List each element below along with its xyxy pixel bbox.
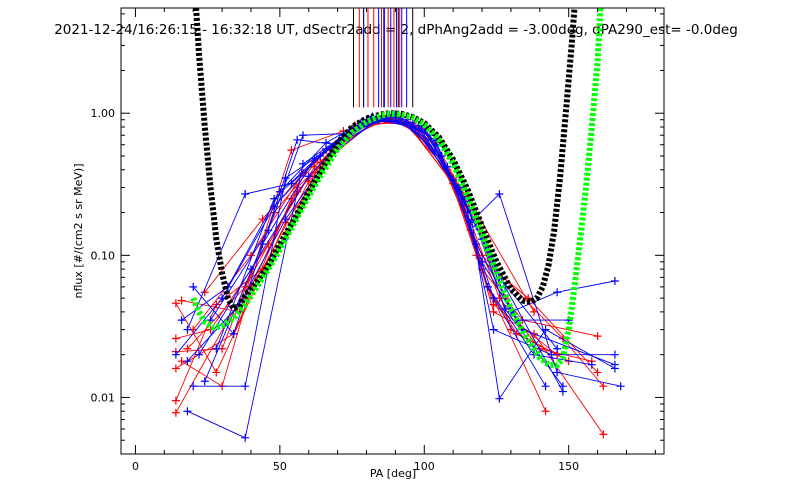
red-data-point — [593, 332, 602, 341]
red-data-point — [171, 396, 180, 405]
red-data-point — [541, 407, 550, 416]
blue-data-point — [183, 357, 192, 366]
blue-data-point — [558, 387, 567, 396]
chart-title: 2021-12-24/16:26:15 - 16:32:18 UT, dSect… — [54, 22, 738, 38]
x-tick-label: 50 — [273, 460, 287, 473]
x-tick-label: 0 — [132, 460, 139, 473]
blue-data-point — [489, 294, 498, 303]
blue-data-point — [189, 382, 198, 391]
red-data-point — [171, 408, 180, 417]
red-data-point — [599, 430, 608, 439]
blue-data-point — [241, 382, 250, 391]
blue-data-point — [483, 282, 492, 291]
red-data-point — [489, 307, 498, 316]
red-data-point — [183, 344, 192, 353]
y-tick-label: 0.01 — [91, 391, 116, 404]
x-tick-label: 150 — [558, 460, 579, 473]
vertical-marks-layer — [353, 8, 414, 108]
blue-data-point — [200, 377, 209, 386]
blue-data-point — [183, 407, 192, 416]
plot-frame — [120, 7, 665, 455]
red-data-point — [177, 296, 186, 305]
axes-layer: 0 50 100 150 0.01 0.10 1.00 — [91, 8, 664, 473]
blue-data-point — [587, 360, 596, 369]
blue-data-point — [454, 183, 463, 192]
blue-data-point — [241, 190, 250, 199]
blue-data-point — [610, 360, 619, 369]
blue-data-point — [183, 325, 192, 334]
blue-data-point — [287, 179, 296, 188]
blue-data-point — [553, 288, 562, 297]
data-layer — [171, 8, 625, 442]
red-data-point — [530, 307, 539, 316]
red-data-point — [212, 368, 221, 377]
blue-data-point — [229, 329, 238, 338]
blue-data-point — [177, 316, 186, 325]
x-tick-label: 100 — [414, 460, 435, 473]
blue-data-point — [610, 350, 619, 359]
x-axis-label: PA [deg] — [370, 467, 416, 480]
blue-data-point — [241, 433, 250, 442]
blue-data-point — [171, 350, 180, 359]
blue-data-point — [304, 172, 313, 181]
red-data-point — [171, 299, 180, 308]
black-fit-curve — [193, 8, 578, 312]
blue-data-point — [553, 368, 562, 377]
blue-series-line — [193, 115, 564, 392]
blue-data-point — [281, 215, 290, 224]
blue-data-point — [610, 276, 619, 285]
red-data-point — [593, 368, 602, 377]
blue-data-point — [293, 135, 302, 144]
red-data-point — [171, 364, 180, 373]
blue-data-point — [616, 382, 625, 391]
blue-data-point — [298, 131, 307, 140]
blue-data-point — [553, 344, 562, 353]
blue-data-point — [460, 197, 469, 206]
blue-data-point — [264, 226, 273, 235]
y-tick-label: 1.00 — [91, 107, 116, 120]
red-data-point — [171, 334, 180, 343]
blue-data-point — [541, 382, 550, 391]
blue-data-point — [472, 240, 481, 249]
blue-data-point — [212, 344, 221, 353]
green-fit-curve — [190, 8, 604, 369]
blue-data-point — [281, 174, 290, 183]
y-tick-label: 0.10 — [91, 249, 116, 262]
red-data-point — [599, 382, 608, 391]
blue-data-point — [270, 194, 279, 203]
blue-data-point — [194, 350, 203, 359]
blue-data-point — [495, 190, 504, 199]
blue-data-point — [495, 394, 504, 403]
blue-data-point — [489, 325, 498, 334]
y-axis-label: nflux [#/(cm2 s sr MeV)] — [72, 164, 85, 299]
blue-data-point — [189, 282, 198, 291]
